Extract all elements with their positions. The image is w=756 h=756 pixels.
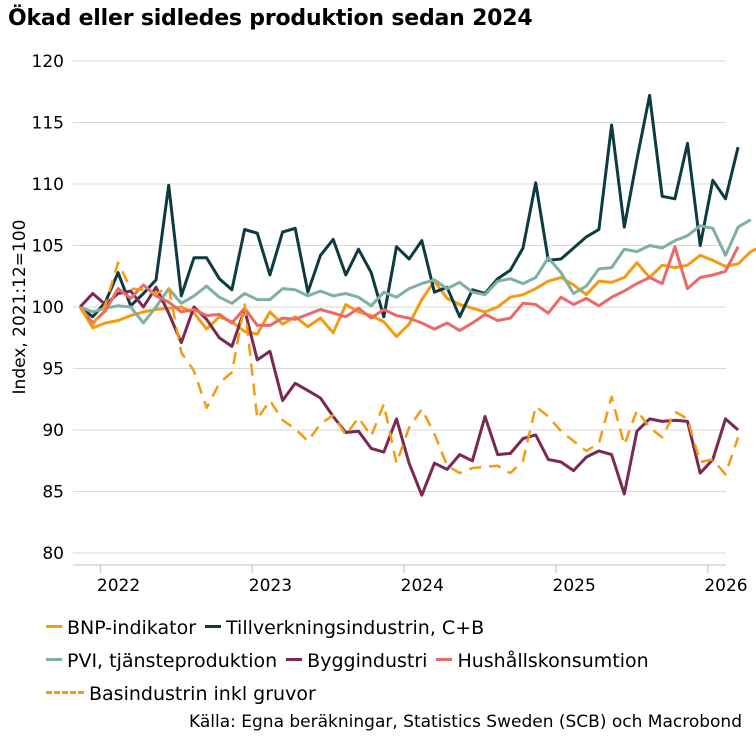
- legend-swatch: [436, 658, 453, 661]
- series-line-5: [78, 245, 740, 332]
- x-tick-label: 2025: [553, 576, 596, 596]
- legend: BNP-indikator Tillverkningsindustrin, C+B…: [46, 612, 751, 711]
- y-tick-label: 105: [32, 237, 64, 257]
- legend-swatch: [205, 625, 222, 628]
- y-tick-label: 100: [32, 298, 64, 318]
- legend-item: Tillverkningsindustrin, C+B: [205, 612, 484, 645]
- legend-label: Basindustrin inkl gruvor: [89, 683, 316, 705]
- x-tick-label: 2026: [704, 576, 747, 596]
- series-line-4: [79, 285, 740, 497]
- line-chart: 80 85 90 95 100 105 110 115 120 2022 2023 2024 2025 2…: [10, 52, 756, 596]
- x-tick-label: 2024: [401, 576, 444, 596]
- legend-label: Byggindustri: [307, 650, 428, 672]
- legend-label: PVI, tjänsteproduktion: [67, 650, 278, 672]
- legend-swatch: [46, 691, 84, 694]
- legend-swatch: [286, 658, 303, 661]
- series-line-2: [79, 93, 740, 319]
- y-tick-label: 115: [32, 114, 64, 134]
- series-line-6: [79, 261, 740, 476]
- y-tick-label: 95: [42, 360, 64, 380]
- y-axis-label: Index, 2021:12=100: [10, 220, 30, 395]
- axes: 80 85 90 95 100 105 110 115 120 2022 2023 2024 2025 2…: [32, 52, 748, 596]
- y-tick-label: 80: [42, 544, 64, 564]
- legend-label: BNP-indikator: [67, 617, 197, 639]
- y-tick-label: 120: [32, 52, 64, 72]
- legend-item: BNP-indikator: [46, 612, 196, 645]
- legend-item: PVI, tjänsteproduktion: [46, 645, 277, 678]
- y-tick-label: 110: [32, 175, 64, 195]
- y-tick-label: 90: [42, 421, 64, 441]
- y-tick-label: 85: [42, 483, 64, 503]
- legend-item: Hushållskonsumtion: [436, 645, 649, 678]
- legend-item: Basindustrin inkl gruvor: [46, 678, 316, 711]
- series-lines: [78, 93, 756, 497]
- series-line-3: [79, 218, 752, 325]
- legend-label: Tillverkningsindustrin, C+B: [226, 617, 485, 639]
- chart-title: Ökad eller sidledes produktion sedan 202…: [8, 6, 533, 31]
- legend-swatch: [46, 625, 62, 628]
- legend-label: Hushållskonsumtion: [457, 650, 649, 672]
- x-tick-label: 2023: [249, 576, 292, 596]
- x-tick-label: 2022: [97, 576, 140, 596]
- legend-swatch: [46, 658, 62, 661]
- legend-item: Byggindustri: [286, 645, 427, 678]
- source-note: Källa: Egna beräkningar, Statistics Swed…: [189, 712, 742, 732]
